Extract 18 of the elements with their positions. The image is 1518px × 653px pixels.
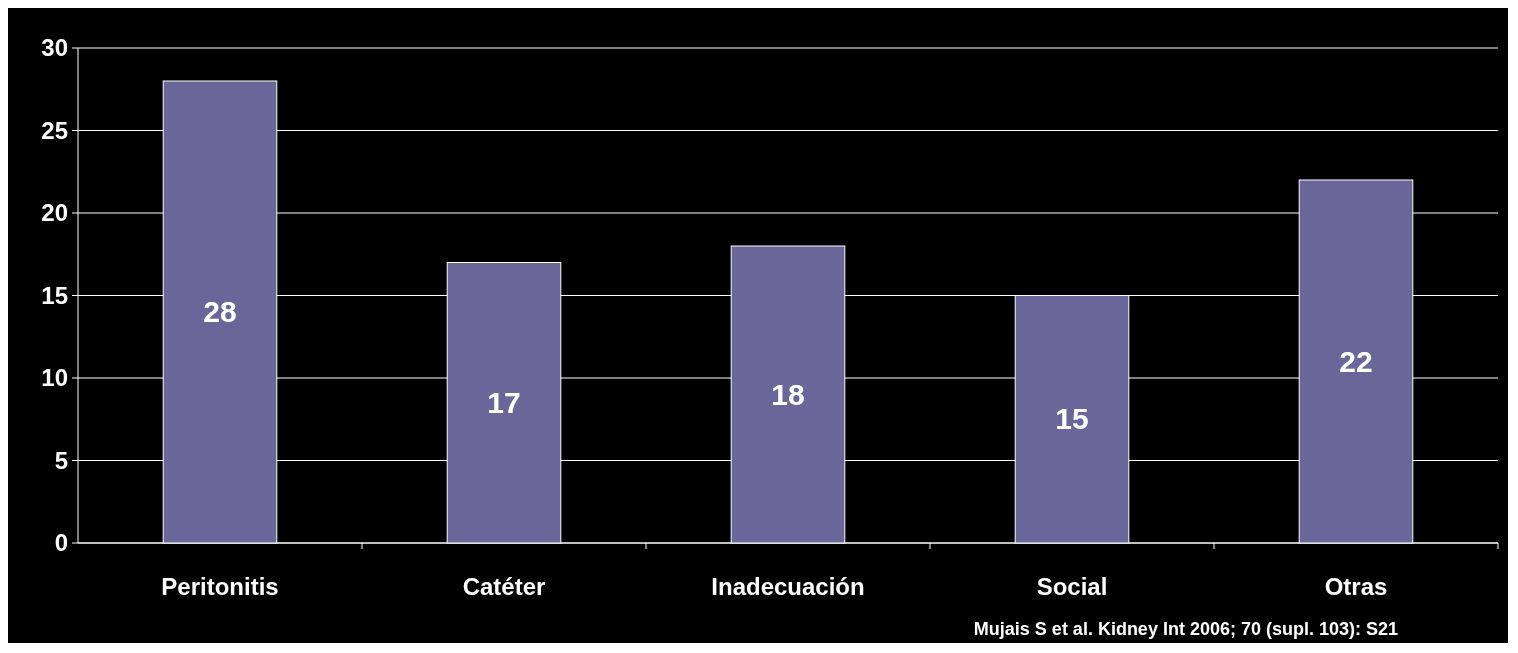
y-tick-label: 30 (41, 34, 68, 61)
data-label: 17 (487, 385, 521, 419)
y-tick-label: 20 (41, 199, 68, 226)
data-label: 22 (1339, 344, 1373, 378)
y-tick-label: 25 (41, 116, 68, 144)
data-label: 15 (1055, 402, 1089, 436)
x-tick-label: Catéter (462, 573, 546, 600)
x-tick-label: Peritonitis (161, 573, 279, 600)
x-tick-label: Otras (1324, 573, 1388, 600)
x-tick-label: Social (1036, 573, 1108, 600)
data-label: 18 (771, 377, 805, 411)
data-label: 28 (203, 295, 237, 328)
y-tick-label: 15 (41, 281, 68, 309)
x-tick-label: Inadecuación (711, 573, 865, 600)
y-tick-label: 0 (54, 529, 68, 556)
text: Mujais S et al. Kidney Int 2006; 70 (supl. 103): S21 (973, 619, 1398, 639)
y-tick-label: 10 (41, 364, 68, 391)
y-tick-label: 5 (54, 446, 68, 474)
